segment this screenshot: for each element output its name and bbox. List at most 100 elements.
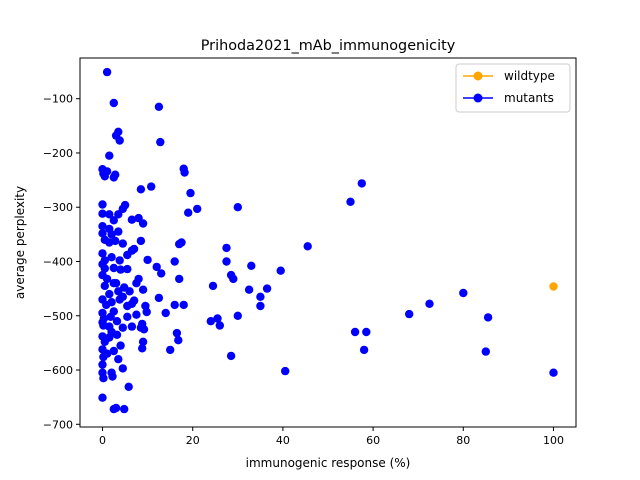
mutants-point xyxy=(98,249,107,258)
mutants-point xyxy=(359,345,369,355)
mutants-point xyxy=(98,360,107,369)
legend-mutants-marker xyxy=(473,93,483,103)
mutants-point xyxy=(425,299,434,308)
y-tick-label: −100 xyxy=(43,93,73,106)
mutants-point xyxy=(105,210,114,219)
mutants-point xyxy=(98,222,107,231)
x-tick-label: 80 xyxy=(456,434,470,447)
mutants-point xyxy=(154,293,164,303)
mutants-point xyxy=(256,292,265,301)
legend-mutants-label: mutants xyxy=(504,91,554,105)
y-tick-label: −200 xyxy=(43,147,73,160)
mutants-point xyxy=(109,346,119,356)
mutants-point xyxy=(233,311,242,320)
mutants-point xyxy=(114,355,123,364)
mutants-point xyxy=(123,264,132,274)
mutants-point xyxy=(184,208,193,217)
mutants-point xyxy=(118,323,128,332)
mutants-point xyxy=(134,274,143,284)
mutants-point xyxy=(98,209,107,218)
mutants-point xyxy=(118,364,128,373)
mutants-point xyxy=(108,372,117,381)
wildtype-point xyxy=(549,282,558,291)
mutants-point xyxy=(208,281,218,291)
mutants-point xyxy=(102,274,112,284)
mutants-point xyxy=(105,289,114,299)
mutants-point xyxy=(147,182,156,191)
mutants-point xyxy=(109,307,119,316)
mutants-point xyxy=(180,168,189,177)
mutants-point xyxy=(123,312,132,321)
mutants-point xyxy=(186,188,195,198)
mutants-point xyxy=(115,136,124,145)
x-tick-label: 100 xyxy=(543,434,564,447)
mutants-point xyxy=(177,238,186,247)
mutants-point xyxy=(229,274,238,284)
y-axis-label: average perplexity xyxy=(13,186,27,299)
y-tick-label: −600 xyxy=(43,364,73,377)
x-tick-label: 20 xyxy=(186,434,200,447)
mutants-point xyxy=(102,349,112,358)
mutants-point xyxy=(170,300,179,310)
x-axis-label: immunogenic response (%) xyxy=(246,456,411,470)
mutants-point xyxy=(483,313,493,322)
mutants-point xyxy=(100,172,110,181)
mutants-point xyxy=(172,328,182,338)
mutants-point xyxy=(179,300,188,310)
mutants-point xyxy=(99,374,108,383)
mutants-point xyxy=(100,281,110,291)
mutants-point xyxy=(132,310,141,319)
mutants-point xyxy=(136,185,146,194)
mutants-point xyxy=(142,307,151,317)
mutants-point xyxy=(118,292,128,301)
mutants-point xyxy=(114,210,123,219)
mutants-point xyxy=(102,67,112,77)
mutants-point xyxy=(346,197,355,206)
mutants-point xyxy=(226,351,236,361)
mutants-point xyxy=(123,250,132,260)
mutants-point xyxy=(105,151,114,160)
mutants-point xyxy=(109,173,119,182)
x-axis: 0 20 40 60 80 100 xyxy=(99,427,564,447)
mutants-point xyxy=(166,345,175,355)
mutants-point xyxy=(138,219,148,228)
mutants-point xyxy=(112,330,122,339)
mutants-point xyxy=(222,257,231,266)
mutants-point xyxy=(157,269,166,278)
mutants-point xyxy=(459,288,468,298)
mutants-point xyxy=(105,333,114,342)
mutants-point xyxy=(170,257,179,266)
x-tick-label: 40 xyxy=(276,434,290,447)
mutants-point xyxy=(215,321,224,330)
mutants-point xyxy=(138,344,147,353)
mutants-point xyxy=(107,230,116,239)
mutants-point xyxy=(125,287,134,296)
mutants-point xyxy=(116,341,125,350)
mutants-point xyxy=(222,243,231,253)
mutants-point xyxy=(112,317,122,326)
mutants-point xyxy=(107,298,116,307)
mutants-point xyxy=(281,366,290,376)
x-tick-label: 60 xyxy=(366,434,380,447)
mutants-point xyxy=(129,296,139,305)
mutants-point xyxy=(256,301,265,311)
legend-wildtype-label: wildtype xyxy=(504,69,555,83)
mutants-point xyxy=(154,102,164,112)
mutants-point xyxy=(127,215,137,224)
mutants-point xyxy=(118,239,128,248)
mutants-point xyxy=(98,393,107,402)
mutants-point xyxy=(174,336,183,345)
plot-frame xyxy=(79,57,577,428)
mutants-point xyxy=(136,236,146,246)
x-tick-label: 0 xyxy=(99,434,106,447)
y-tick-label: −400 xyxy=(43,255,73,268)
mutants-point xyxy=(127,322,137,331)
data-points xyxy=(98,67,558,414)
y-axis: −700 −600 −500 −400 −300 −200 −100 xyxy=(43,93,80,431)
mutants-point xyxy=(129,244,139,254)
mutants-point xyxy=(481,347,490,356)
mutants-point xyxy=(362,327,371,337)
legend-wildtype-marker xyxy=(473,71,483,81)
mutants-point xyxy=(143,255,152,265)
